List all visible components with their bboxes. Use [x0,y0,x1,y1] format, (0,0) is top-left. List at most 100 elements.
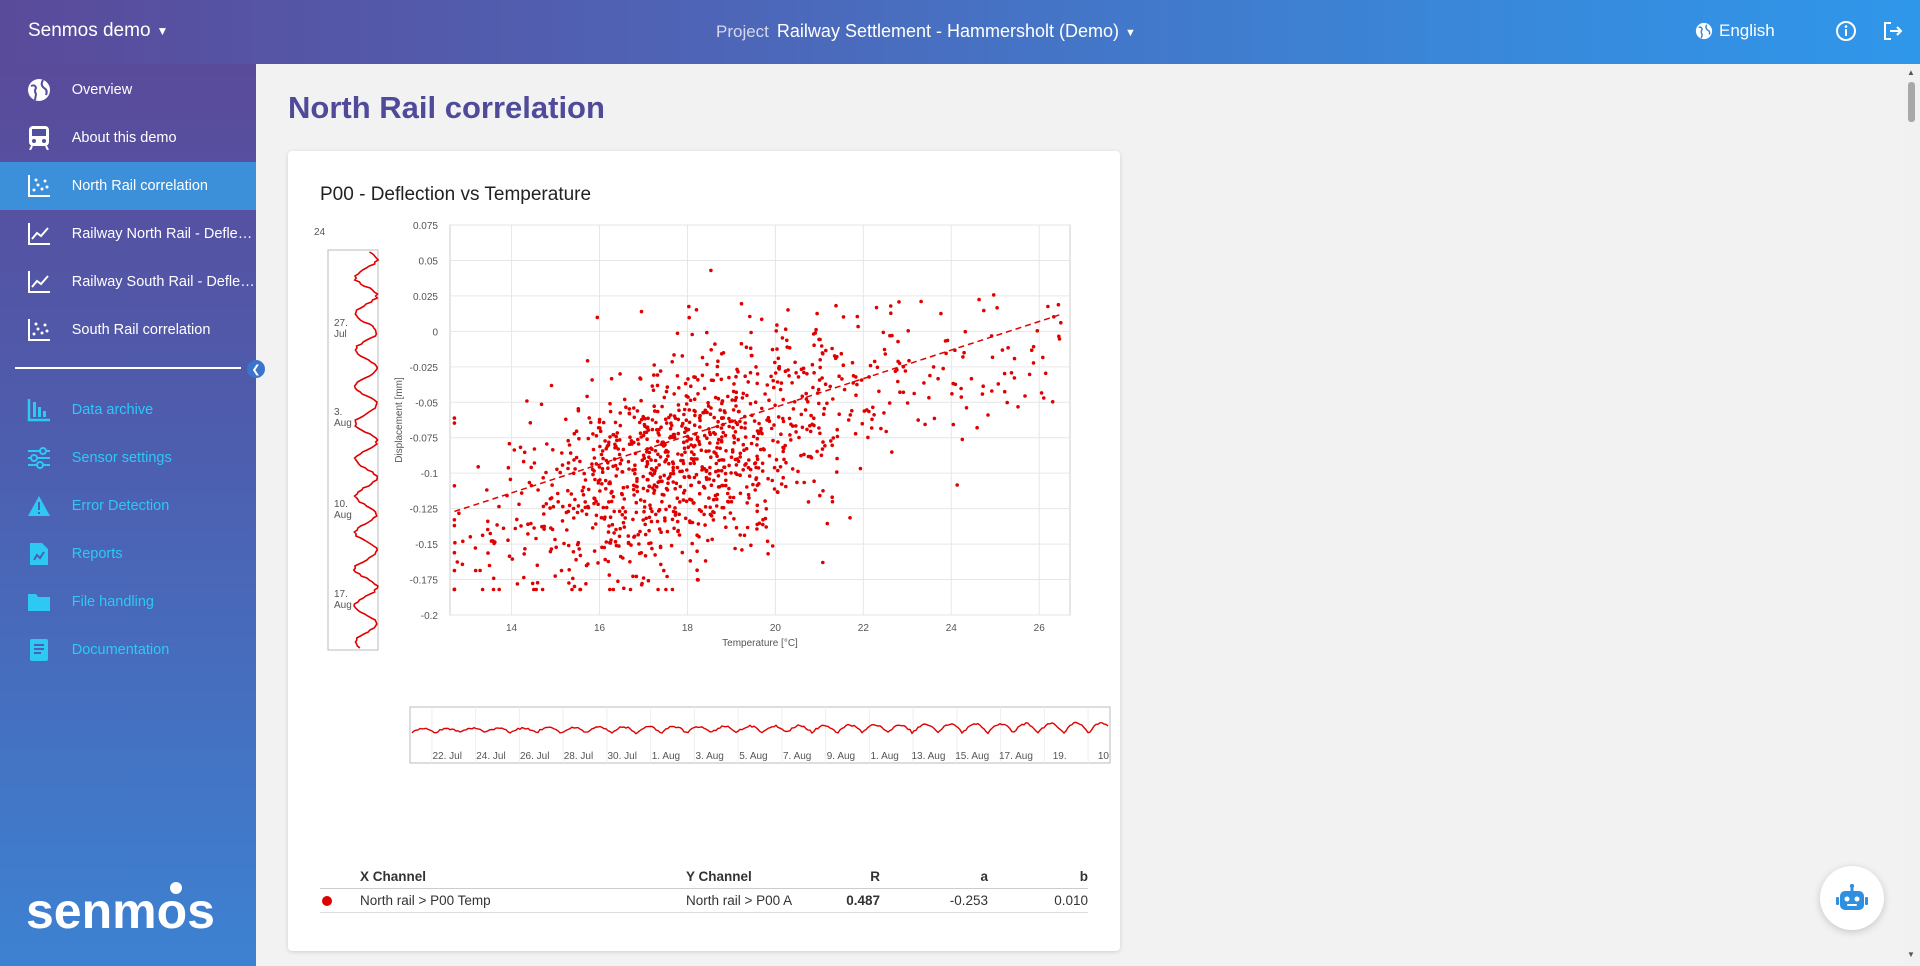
scatter-point [672,392,676,396]
scatter-point [613,445,617,450]
scroll-thumb[interactable] [1908,82,1915,122]
scatter-point [485,527,490,532]
scatter-point [860,421,865,426]
project-selector[interactable]: Project Railway Settlement - Hammersholt … [716,21,1136,42]
scatter-point [527,480,532,485]
sidebar-item-sensor-settings[interactable]: Sensor settings [0,434,256,482]
sidebar-item-about[interactable]: About this demo [0,114,256,162]
scatter-point [622,397,627,402]
table-row[interactable]: North rail > P00 Temp North rail > P00 A… [320,889,1088,913]
scatter-point [796,469,800,474]
scatter-point [750,353,754,358]
scatter-point [658,455,663,459]
scatter-point [622,586,626,591]
sidebar-item-south-rail-deflection[interactable]: Railway South Rail - Deflection [0,258,256,306]
scatter-point [583,505,588,510]
scatter-point [740,396,745,400]
scatter-point [765,539,770,544]
scatter-point [645,450,649,454]
sidebar-item-error-detection[interactable]: Error Detection [0,482,256,530]
scatter-point [815,311,819,316]
scatter-point [676,529,680,534]
scatter-point [907,358,911,363]
scatter-point [688,559,693,563]
scatter-point [767,454,772,458]
scatter-point [613,463,618,468]
scatter-point [592,456,597,460]
scatter-point [528,421,533,425]
scatter-point [682,488,687,493]
scatter-point [757,421,761,426]
language-selector[interactable]: English [1695,21,1775,41]
scatter-point [540,587,545,592]
scatter-point [755,503,760,508]
scatter-point [834,303,838,308]
scatter-point [814,327,818,332]
sidebar-item-data-archive[interactable]: Data archive [0,386,256,434]
scatter-point [819,453,824,458]
scatter-point [748,314,752,319]
scatter-point [703,408,708,413]
scatter-point [529,521,533,526]
scatter-point [521,459,526,464]
info-icon[interactable] [1835,20,1857,42]
scatter-point [651,388,656,392]
scroll-up-icon[interactable]: ▲ [1907,68,1915,77]
page-scrollbar[interactable]: ▲ ▼ [1903,64,1920,966]
scatter-point [592,496,596,501]
sidebar-item-south-rail-correlation[interactable]: South Rail correlation [0,306,256,354]
scatter-point [932,416,937,421]
scatter-point [632,415,637,420]
sidebar-item-reports[interactable]: Reports [0,530,256,578]
scatter-point [650,384,655,388]
scatter-point [767,398,771,402]
scatter-point [663,519,667,523]
sidebar-item-file-handling[interactable]: File handling [0,578,256,626]
scatter-point [716,359,720,363]
time-axis-label: Jul [334,329,347,340]
scatter-point [821,489,825,493]
scatter-point [741,391,746,396]
scatter-point [652,483,657,487]
scatter-point [727,463,731,468]
scatter-point [715,372,719,377]
logout-icon[interactable] [1882,20,1904,42]
scatter-point [1002,371,1007,376]
sidebar-item-north-rail-correlation[interactable]: North Rail correlation [0,162,256,210]
scatter-point [850,408,854,413]
scatter-point [621,506,625,510]
scatter-point [726,394,730,399]
cell-a: -0.253 [949,893,988,908]
scatter-point [601,420,606,425]
scatter-point [452,484,457,488]
sidebar-item-overview[interactable]: Overview [0,66,256,114]
scatter-point [671,471,676,476]
scatter-point [635,476,639,481]
scatter-point [812,371,816,375]
scatter-point [991,293,996,297]
scatter-point [703,559,708,563]
scatter-point [473,546,478,550]
scatter-point [559,568,564,573]
scatter-point [627,467,631,471]
brand-dropdown[interactable]: Senmos demo ▼ [28,20,168,42]
scatter-point [714,504,719,508]
collapse-sidebar-button[interactable]: ❮ [247,360,265,378]
scatter-point [555,467,559,472]
scatter-point [566,461,571,465]
brand-label: Senmos demo [28,20,151,41]
sidebar-item-north-rail-deflection[interactable]: Railway North Rail - Deflection [0,210,256,258]
sidebar-item-label: Error Detection [71,498,170,514]
scatter-point [712,450,716,454]
scroll-down-icon[interactable]: ▼ [1907,950,1915,959]
scatter-point [705,330,709,335]
scatter-point [1006,346,1010,350]
chatbot-button[interactable] [1820,866,1884,930]
scatter-point [760,469,765,473]
x-tick-label: 26 [1034,623,1046,634]
scatter-point [755,443,759,447]
scatter-point [835,470,839,474]
scatter-point [766,476,770,481]
sidebar-item-documentation[interactable]: Documentation [0,626,256,674]
